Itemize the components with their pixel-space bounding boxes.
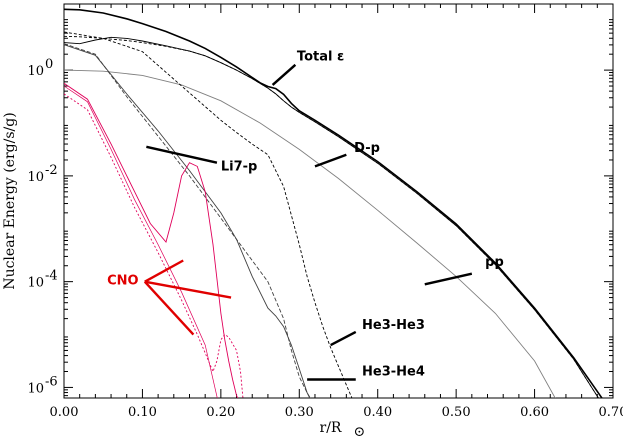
annotation-leader <box>146 145 218 164</box>
x-tick-label: 0.00 <box>50 405 79 420</box>
y-tick-label: 10 <box>27 170 44 185</box>
y-tick-exponent: -6 <box>45 374 58 389</box>
annotation-leader-cno <box>143 280 195 336</box>
annotations: Total ε D-p Li7-p pp He3-He3 He3-He4 CNO <box>107 50 504 381</box>
y-axis-title: Nuclear Energy (erg/s/g) <box>2 112 18 289</box>
x-tick-label: 0.50 <box>442 405 471 420</box>
annotation-label: He3-He3 <box>362 318 425 333</box>
annotation-label: Total ε <box>297 50 344 65</box>
x-axis-title: r/R <box>320 420 342 436</box>
annotation-label: pp <box>485 255 504 270</box>
series-line-pp <box>64 69 556 398</box>
annotation-label-cno: CNO <box>107 273 138 288</box>
axes: 0.000.100.200.300.400.500.600.7010010-21… <box>27 3 623 420</box>
x-tick-label: 0.70 <box>599 405 623 420</box>
annotation-leader-cno <box>144 280 232 299</box>
x-tick-label: 0.40 <box>363 405 392 420</box>
annotation-label: He3-He4 <box>362 364 425 379</box>
y-tick-label: 10 <box>27 276 44 291</box>
annotation-leader-cno <box>144 259 184 283</box>
plot-frame <box>63 3 614 399</box>
series-line-cno-thin <box>64 85 218 398</box>
series-line-d-p-solid <box>64 36 599 398</box>
annotation-leader <box>330 330 357 347</box>
series-line-he3-he4 <box>64 43 311 398</box>
y-tick-label: 10 <box>27 381 44 396</box>
x-axis-title-subscript: ⊙ <box>354 424 366 440</box>
annotation-label: Li7-p <box>221 160 258 175</box>
series-line-cno <box>64 82 239 398</box>
y-tick-label: 10 <box>27 64 44 79</box>
x-tick-label: 0.60 <box>520 405 549 420</box>
x-tick-label: 0.20 <box>206 405 235 420</box>
annotation-leader <box>314 153 347 168</box>
x-tick-label: 0.30 <box>285 405 314 420</box>
annotation-leader <box>271 63 297 86</box>
series-line-cno-dashed <box>64 93 244 398</box>
annotation-leader <box>424 272 473 286</box>
series-line-total- <box>64 8 603 398</box>
y-tick-exponent: -4 <box>45 269 58 284</box>
axis-labels: r/R ⊙ Nuclear Energy (erg/s/g) <box>2 112 365 440</box>
y-tick-exponent: 0 <box>45 57 53 72</box>
y-tick-exponent: -2 <box>45 163 58 178</box>
series-line-d-p <box>64 35 599 398</box>
curves <box>64 8 603 398</box>
series-line-li7-p <box>64 44 311 398</box>
annotation-label: D-p <box>354 141 380 156</box>
x-tick-label: 0.10 <box>128 405 157 420</box>
series-line-he3-he3 <box>64 31 353 398</box>
